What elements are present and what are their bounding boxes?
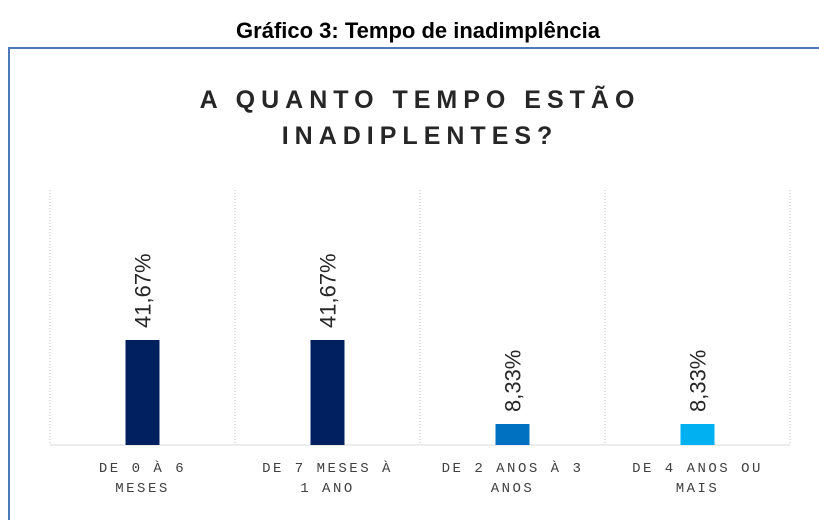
chart-title: A QUANTO TEMPO ESTÃO INADIPLENTES? bbox=[200, 84, 641, 150]
bar bbox=[310, 339, 345, 445]
value-label: 41,67% bbox=[131, 253, 156, 328]
value-label: 8,33% bbox=[686, 350, 711, 412]
x-tick-label: DE 4 ANOS OU MAIS bbox=[632, 461, 763, 497]
bar bbox=[125, 339, 160, 445]
value-label: 41,67% bbox=[316, 253, 341, 328]
value-label: 8,33% bbox=[501, 350, 526, 412]
x-tick-label: DE 0 À 6 MESES bbox=[99, 459, 186, 497]
caption: Gráfico 3: Tempo de inadimplência bbox=[236, 18, 601, 43]
bar bbox=[495, 424, 530, 445]
bar bbox=[680, 424, 715, 445]
x-tick-label: DE 2 ANOS À 3 ANOS bbox=[442, 459, 584, 497]
frame bbox=[8, 47, 819, 520]
